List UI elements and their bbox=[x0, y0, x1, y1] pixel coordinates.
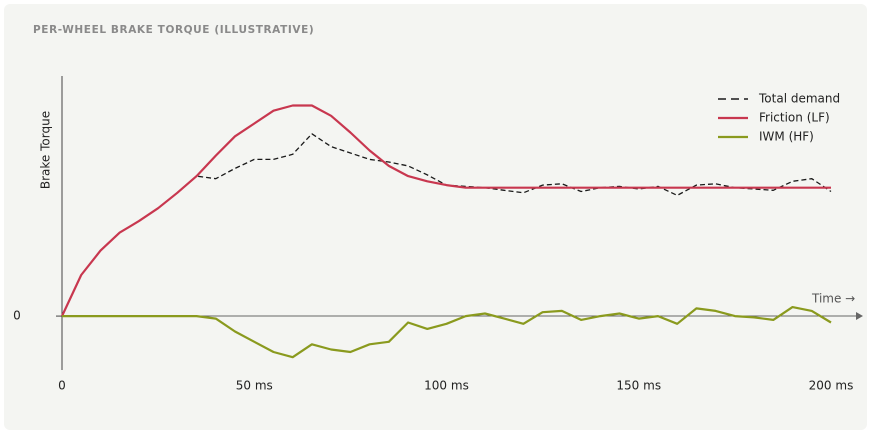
x-tick-label: 50 ms bbox=[236, 379, 273, 393]
x-tick-label: 100 ms bbox=[424, 379, 469, 393]
series-line bbox=[61, 104, 831, 317]
y-tick-label: 0 bbox=[13, 309, 21, 323]
x-tick-label: 0 bbox=[58, 379, 66, 393]
series-line bbox=[62, 306, 832, 359]
x-tick-label: 150 ms bbox=[616, 379, 661, 393]
background bbox=[4, 4, 867, 430]
legend-label: IWM (HF) bbox=[759, 130, 814, 144]
x-tick-label: 200 ms bbox=[809, 379, 854, 393]
legend-label: Friction (LF) bbox=[759, 111, 830, 125]
y-axis-label: Brake Torque bbox=[39, 111, 53, 189]
x-axis-arrow bbox=[856, 312, 863, 320]
chart-title: PER-WHEEL BRAKE TORQUE (ILLUSTRATIVE) bbox=[33, 24, 314, 36]
legend-label: Total demand bbox=[758, 92, 840, 106]
x-axis-label: Time → bbox=[811, 292, 855, 306]
